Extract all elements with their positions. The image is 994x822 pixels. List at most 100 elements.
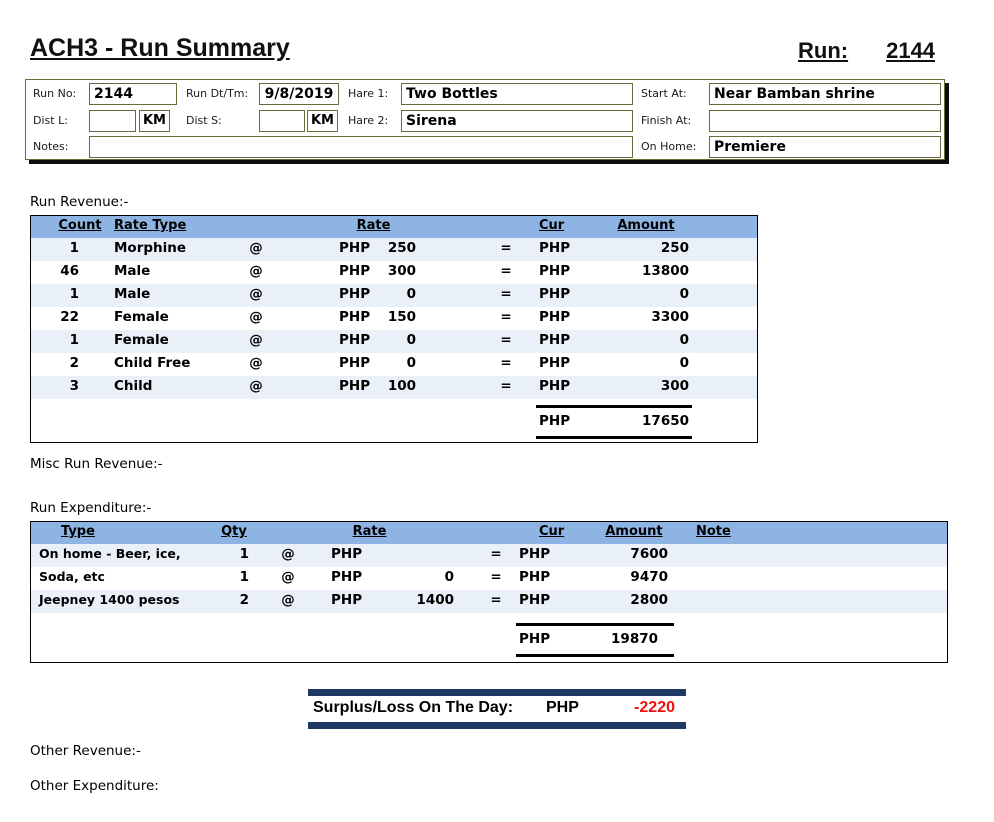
amount-cell: 13800 (642, 263, 689, 279)
surplus-top-bar (308, 689, 686, 696)
amount-cell: 2800 (630, 592, 668, 608)
rate-header: Rate (352, 524, 387, 539)
amount-header: Amount (617, 218, 675, 233)
page-title: ACH3 - Run Summary (30, 34, 290, 62)
qty-cell: 1 (239, 546, 249, 562)
count-cell: 2 (69, 355, 79, 371)
at-symbol: @ (249, 378, 263, 394)
run-dt-input[interactable] (259, 83, 339, 105)
amount-cell: 250 (660, 240, 689, 256)
rate-cell: 0 (406, 355, 416, 371)
at-symbol: @ (281, 592, 295, 608)
rate-cell: 150 (387, 309, 416, 325)
equals-symbol: = (490, 569, 502, 585)
equals-symbol: = (500, 286, 512, 302)
dist-l-unit: KM (139, 110, 170, 132)
other-revenue-section-label: Other Revenue:- (30, 743, 141, 759)
type-header: Type (61, 524, 95, 539)
finish-at-input[interactable] (709, 110, 941, 132)
equals-symbol: = (500, 355, 512, 371)
revenue-row: 1 Morphine @ PHP 250 = PHP 250 (31, 238, 757, 261)
amount-currency-cell: PHP (519, 592, 551, 608)
run-dt-label: Run Dt/Tm: (186, 87, 249, 100)
type-cell: Jeepney 1400 pesos (39, 592, 180, 607)
rate-currency-cell: PHP (331, 592, 363, 608)
expenditure-total: PHP 19870 (516, 623, 674, 657)
qty-cell: 1 (239, 569, 249, 585)
equals-symbol: = (500, 240, 512, 256)
start-at-label: Start At: (641, 87, 687, 100)
equals-symbol: = (500, 309, 512, 325)
run-label: Run: (798, 38, 849, 63)
amount-cell: 300 (660, 378, 689, 394)
hare2-input[interactable] (401, 110, 633, 132)
equals-symbol: = (490, 546, 502, 562)
run-no-label: Run No: (33, 87, 77, 100)
expenditure-table-header: Type Qty Rate Cur Amount Note (31, 522, 947, 544)
equals-symbol: = (500, 378, 512, 394)
amount-currency-cell: PHP (519, 569, 551, 585)
revenue-row: 3 Child @ PHP 100 = PHP 300 (31, 376, 757, 399)
rate-type-header: Rate Type (114, 218, 187, 233)
type-cell: Soda, etc (39, 569, 105, 584)
run-revenue-section-label: Run Revenue:- (30, 194, 129, 210)
amount-currency-cell: PHP (539, 378, 571, 394)
at-symbol: @ (249, 286, 263, 302)
finish-at-label: Finish At: (641, 114, 692, 127)
amount-cell: 3300 (651, 309, 689, 325)
rate-cell: 0 (444, 569, 454, 585)
run-details-form: Run No: Run Dt/Tm: Hare 1: Start At: Dis… (25, 79, 945, 160)
run-expenditure-table: Type Qty Rate Cur Amount Note On home - … (30, 521, 948, 663)
count-cell: 3 (69, 378, 79, 394)
rate-cell: 0 (406, 332, 416, 348)
amount-currency-cell: PHP (539, 286, 571, 302)
dist-s-unit: KM (307, 110, 338, 132)
start-at-input[interactable] (709, 83, 941, 105)
rate-currency-cell: PHP (339, 332, 371, 348)
rate-currency-cell: PHP (339, 263, 371, 279)
misc-revenue-section-label: Misc Run Revenue:- (30, 456, 163, 472)
qty-cell: 2 (239, 592, 249, 608)
amount-cell: 0 (679, 332, 689, 348)
rate-currency-cell: PHP (339, 309, 371, 325)
surplus-amount: -2220 (634, 699, 675, 716)
rate-currency-cell: PHP (339, 286, 371, 302)
amount-currency-cell: PHP (539, 240, 571, 256)
surplus-loss-banner: Surplus/Loss On The Day: PHP -2220 (308, 689, 686, 729)
on-home-label: On Home: (641, 140, 697, 153)
note-header: Note (696, 524, 731, 539)
amount-currency-cell: PHP (539, 355, 571, 371)
dist-l-label: Dist L: (33, 114, 68, 127)
rate-cell: 0 (406, 286, 416, 302)
total-amount: 19870 (611, 631, 658, 647)
rate-type-cell: Child (114, 378, 153, 394)
notes-input[interactable] (89, 136, 633, 158)
dist-s-label: Dist S: (186, 114, 222, 127)
rate-type-cell: Male (114, 286, 151, 302)
count-cell: 1 (69, 332, 79, 348)
amount-cell: 9470 (630, 569, 668, 585)
run-no-input[interactable] (89, 83, 177, 105)
hare2-label: Hare 2: (348, 114, 389, 127)
rate-cell: 250 (387, 240, 416, 256)
dist-s-input[interactable] (259, 110, 305, 132)
hare1-label: Hare 1: (348, 87, 389, 100)
revenue-table-header: Count Rate Type Rate Cur Amount (31, 216, 757, 238)
rate-type-cell: Female (114, 332, 169, 348)
run-id: Run: 2144 (798, 38, 935, 64)
rate-currency-cell: PHP (339, 240, 371, 256)
amount-currency-cell: PHP (539, 309, 571, 325)
amount-currency-cell: PHP (539, 332, 571, 348)
at-symbol: @ (249, 309, 263, 325)
rate-type-cell: Female (114, 309, 169, 325)
at-symbol: @ (249, 263, 263, 279)
expenditure-row: On home - Beer, ice, 1 @ PHP = PHP 7600 (31, 544, 947, 567)
rate-cell: 1400 (416, 592, 454, 608)
total-amount: 17650 (642, 413, 689, 429)
count-cell: 1 (69, 286, 79, 302)
run-number: 2144 (886, 38, 936, 63)
on-home-input[interactable] (709, 136, 941, 158)
hare1-input[interactable] (401, 83, 633, 105)
dist-l-input[interactable] (89, 110, 136, 132)
